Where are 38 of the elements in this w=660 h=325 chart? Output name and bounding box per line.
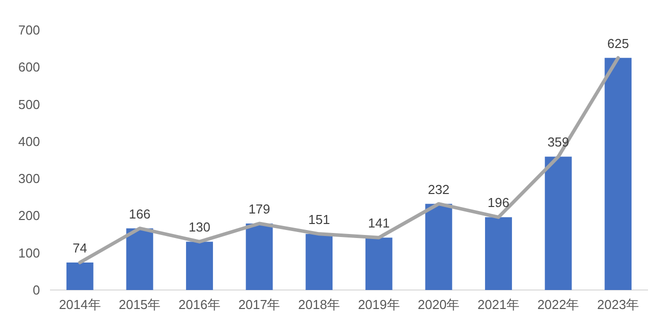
data-label: 359 xyxy=(547,134,570,150)
y-tick-label: 600 xyxy=(18,60,40,75)
data-label: 166 xyxy=(128,206,151,222)
bar xyxy=(306,234,333,290)
data-label: 141 xyxy=(368,216,390,231)
x-tick-label: 2023年 xyxy=(597,297,640,312)
bar xyxy=(544,156,572,290)
data-label: 625 xyxy=(607,36,629,51)
bar xyxy=(604,58,632,290)
bar xyxy=(365,238,392,290)
bar xyxy=(186,242,213,290)
y-tick-label: 100 xyxy=(18,245,40,260)
data-label: 130 xyxy=(188,220,210,235)
x-tick-label: 2020年 xyxy=(418,297,460,312)
x-tick-label: 2017年 xyxy=(238,297,280,312)
data-label: 151 xyxy=(308,212,330,227)
y-tick-label: 500 xyxy=(18,96,40,112)
x-tick-label: 2019年 xyxy=(358,297,400,312)
x-tick-label: 2018年 xyxy=(298,297,340,312)
x-tick-label: 2015年 xyxy=(118,297,161,312)
data-label: 179 xyxy=(248,202,270,217)
data-label: 232 xyxy=(428,182,450,197)
x-tick-label: 2014年 xyxy=(58,297,101,312)
bar xyxy=(425,204,452,290)
data-label: 74 xyxy=(72,240,88,256)
bar xyxy=(485,217,512,290)
x-tick-label: 2016年 xyxy=(178,297,220,312)
data-label: 196 xyxy=(488,195,510,210)
y-tick-label: 400 xyxy=(18,134,40,149)
x-tick-label: 2021年 xyxy=(478,297,520,312)
bar xyxy=(126,228,154,290)
bar xyxy=(66,262,94,290)
bar xyxy=(246,224,273,290)
y-tick-label: 0 xyxy=(32,282,40,298)
y-tick-label: 700 xyxy=(18,22,40,38)
x-tick-label: 2022年 xyxy=(537,297,580,312)
y-tick-label: 200 xyxy=(18,208,40,224)
y-tick-label: 300 xyxy=(18,171,40,186)
